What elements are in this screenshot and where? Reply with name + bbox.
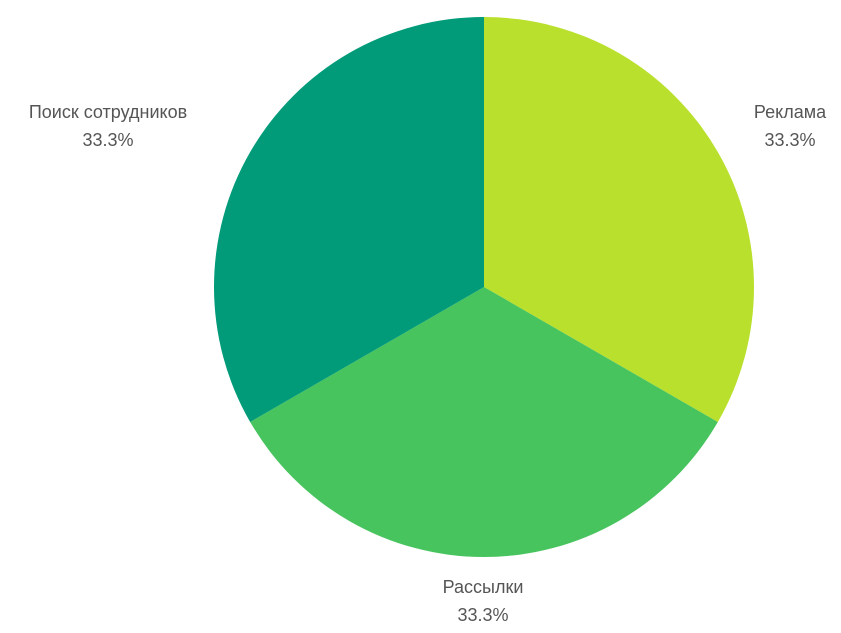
slice-label-2: Рассылки: [443, 577, 524, 597]
slice-label-1: Реклама: [754, 102, 827, 122]
pie-slice-2: [250, 287, 718, 558]
slice-value-label-1: 33.3%: [764, 130, 815, 150]
pie-slice-1: [484, 17, 755, 422]
slice-value-label-3: 33.3%: [82, 130, 133, 150]
slice-value-label-2: 33.3%: [457, 605, 508, 625]
slice-label-3: Поиск сотрудников: [29, 102, 187, 122]
pie-slice-3: [213, 17, 484, 422]
